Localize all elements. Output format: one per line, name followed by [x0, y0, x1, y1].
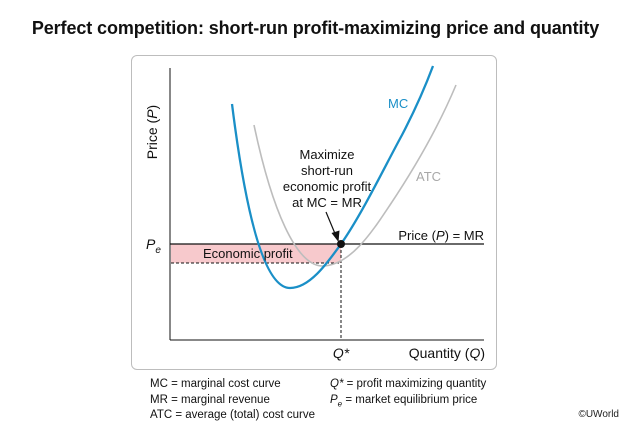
- legend-atc: ATC = average (total) cost curve: [150, 409, 316, 421]
- maximize-line-2: short-run: [301, 163, 353, 178]
- qstar-label: Q*: [333, 345, 350, 361]
- mc-label: MC: [388, 96, 408, 111]
- maximize-line-3: economic profit: [283, 179, 372, 194]
- legend-mr: MR = marginal revenue: [150, 393, 270, 406]
- maximize-line-1: Maximize: [300, 147, 355, 162]
- legend-qstar: Q* = profit maximizing quantity: [330, 377, 486, 393]
- price-mr-label: Price (P) = MR: [398, 228, 484, 243]
- annotation-arrow-line: [325, 211, 337, 237]
- legend-pe-sub: e: [337, 398, 343, 408]
- maximize-annotation: Maximize short-run economic profit at MC…: [283, 147, 372, 210]
- maximize-line-4: at MC = MR: [292, 195, 362, 210]
- x-axis-label: Quantity (Q): [409, 345, 485, 361]
- legend-abbreviations: MC = marginal cost curve MR = marginal r…: [150, 377, 315, 424]
- copyright-notice: ©UWorld: [578, 409, 619, 420]
- legend-symbols: Q* = profit maximizing quantity Pe = mar…: [330, 377, 486, 411]
- chart-title: Perfect competition: short-run profit-ma…: [31, 18, 600, 38]
- legend-pe-text: = market equilibrium price: [342, 393, 478, 406]
- legend-mc: MC = marginal cost curve: [150, 378, 281, 390]
- legend-qstar-symbol: Q*: [330, 378, 344, 390]
- y-axis-label: Price (P): [144, 105, 160, 159]
- legend-qstar-text: = profit maximizing quantity: [343, 378, 487, 390]
- economic-profit-label: Economic profit: [203, 246, 293, 261]
- atc-curve: [253, 84, 457, 267]
- graph-panel: [131, 55, 497, 370]
- legend-pe-symbol: P: [330, 393, 338, 406]
- legend-pe: Pe = market equilibrium price: [330, 393, 486, 412]
- profit-max-point: [337, 240, 345, 248]
- annotation-arrow-head: [331, 230, 340, 242]
- economic-profit-area: [171, 244, 341, 263]
- atc-label: ATC: [416, 169, 441, 184]
- pe-label: Pe: [146, 236, 161, 256]
